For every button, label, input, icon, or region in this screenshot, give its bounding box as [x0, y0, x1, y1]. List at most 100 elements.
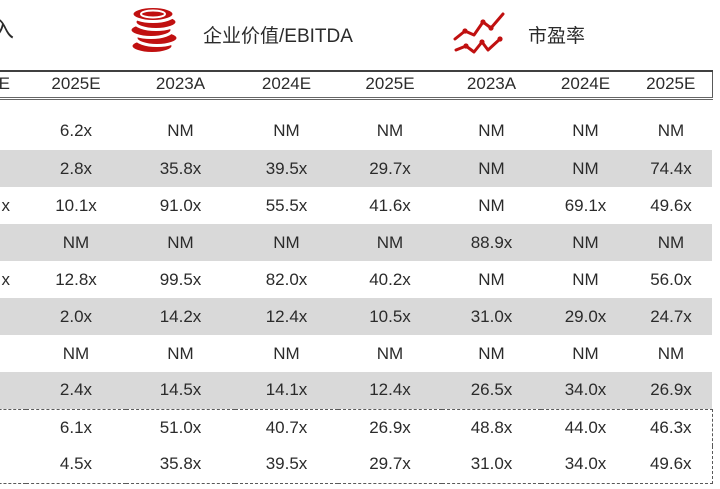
legend-row: 入 企业价值/EBITDA [0, 0, 720, 66]
cell [0, 446, 26, 484]
cell: 69.1x [564, 195, 607, 215]
cell: 29.7x [338, 150, 442, 187]
table-row: x 10.1x 91.0x 55.5x 41.6x NM 69.1x 49.6x [0, 187, 712, 224]
cell: NM [572, 343, 599, 363]
cell: NM [572, 269, 599, 289]
column-header: 2023A [126, 70, 235, 100]
cell: NM [541, 224, 630, 261]
cell: 34.0x [541, 446, 630, 484]
cell: NM [630, 224, 712, 261]
cell: 41.6x [369, 195, 411, 215]
cell: 2.0x [26, 298, 126, 335]
table-row: 2.8x 35.8x 39.5x 29.7x NM NM 74.4x [0, 150, 712, 187]
line-chart-icon [453, 8, 505, 54]
column-header: 2024E [541, 70, 630, 100]
cell: 40.7x [235, 408, 338, 446]
cell: NM [376, 343, 404, 363]
cell: 14.1x [235, 372, 338, 409]
cell: 10.1x [55, 195, 97, 215]
cell [0, 408, 26, 446]
cell: NM [657, 343, 685, 363]
cell: NM [62, 343, 90, 363]
cell: 12.8x [55, 269, 97, 289]
cell: NM [235, 224, 338, 261]
cell: 12.4x [338, 372, 442, 409]
cell: 99.5x [159, 269, 202, 289]
cell [0, 150, 26, 187]
cell: 26.9x [630, 372, 712, 409]
legend-ev-ebitda-label: 企业价值/EBITDA [203, 26, 353, 47]
header-row: E 2025E 2023A 2024E 2025E 2023A 2024E 2025E [0, 70, 713, 100]
table-row: x 12.8x 99.5x 82.0x 40.2x NM NM 56.0x [0, 261, 712, 298]
cell: 46.3x [630, 408, 713, 446]
cell: 91.0x [159, 195, 202, 215]
cell: 26.9x [338, 408, 442, 446]
cell: 34.0x [541, 372, 630, 409]
cell: NM [167, 343, 194, 363]
cell: 29.7x [338, 446, 442, 484]
table-body: 6.2x NM NM NM NM NM NM 2.8x 35.8x 39.5x 29.7x NM NM 7… [0, 98, 712, 409]
cell [0, 98, 26, 150]
table-row: 4.5x 35.8x 39.5x 29.7x 31.0x 34.0x 49.6x [0, 446, 713, 484]
table-row: NM NM NM NM NM NM NM [0, 335, 712, 372]
cell: NM [273, 120, 300, 140]
cell: 31.0x [442, 298, 541, 335]
summary-section: 6.1x 51.0x 40.7x 26.9x 48.8x 44.0x 46.3x 4.5x 35… [0, 408, 713, 484]
cell: 12.4x [235, 298, 338, 335]
cell: 10.5x [338, 298, 442, 335]
coins-icon [124, 5, 186, 55]
column-header: 2023A [442, 70, 541, 100]
cell: 48.8x [442, 408, 541, 446]
cell: 82.0x [265, 269, 308, 289]
cell: NM [478, 269, 505, 289]
cell: 74.4x [630, 150, 712, 187]
cell: NM [126, 224, 235, 261]
cell: NM [657, 120, 685, 140]
cell: NM [541, 150, 630, 187]
cell: 6.1x [26, 408, 126, 446]
cell [0, 224, 26, 261]
legend-partial-label: 入 [0, 17, 15, 42]
cell: NM [26, 224, 126, 261]
cell [0, 372, 26, 409]
cell: 4.5x [26, 446, 126, 484]
cell [0, 298, 26, 335]
cell: 40.2x [369, 269, 411, 289]
cell: 39.5x [235, 446, 338, 484]
comparables-table: E 2025E 2023A 2024E 2025E 2023A 2024E 2025E 6.2… [0, 70, 713, 484]
cell: 2.4x [26, 372, 126, 409]
cell: 31.0x [442, 446, 541, 484]
cell: NM [167, 120, 194, 140]
cell: NM [478, 195, 505, 215]
cell: 51.0x [126, 408, 235, 446]
cell: 2.8x [26, 150, 126, 187]
cell: 49.6x [630, 446, 713, 484]
cell: 56.0x [650, 269, 692, 289]
table-row: 2.4x 14.5x 14.1x 12.4x 26.5x 34.0x 26.9x [0, 372, 712, 409]
cell: 29.0x [541, 298, 630, 335]
column-header: 2025E [630, 70, 713, 100]
cell: 39.5x [235, 150, 338, 187]
cell: 6.2x [59, 120, 93, 140]
cell: x [1, 195, 11, 215]
cell: NM [478, 343, 505, 363]
cell: 35.8x [126, 446, 235, 484]
cell: 49.6x [650, 195, 692, 215]
column-header: 2025E [26, 70, 126, 100]
column-header: E [0, 70, 26, 100]
column-header: 2024E [235, 70, 338, 100]
table-row: 2.0x 14.2x 12.4x 10.5x 31.0x 29.0x 24.7x [0, 298, 712, 335]
cell: NM [478, 120, 505, 140]
cell [0, 335, 26, 372]
cell: NM [338, 224, 442, 261]
cell: 14.2x [126, 298, 235, 335]
cell: 55.5x [265, 195, 308, 215]
cell: NM [572, 120, 599, 140]
cell: NM [273, 343, 300, 363]
cell: x [1, 269, 11, 289]
cell: 14.5x [126, 372, 235, 409]
cell: 44.0x [541, 408, 630, 446]
cell: 24.7x [630, 298, 712, 335]
table-row: 6.1x 51.0x 40.7x 26.9x 48.8x 44.0x 46.3x [0, 408, 713, 446]
